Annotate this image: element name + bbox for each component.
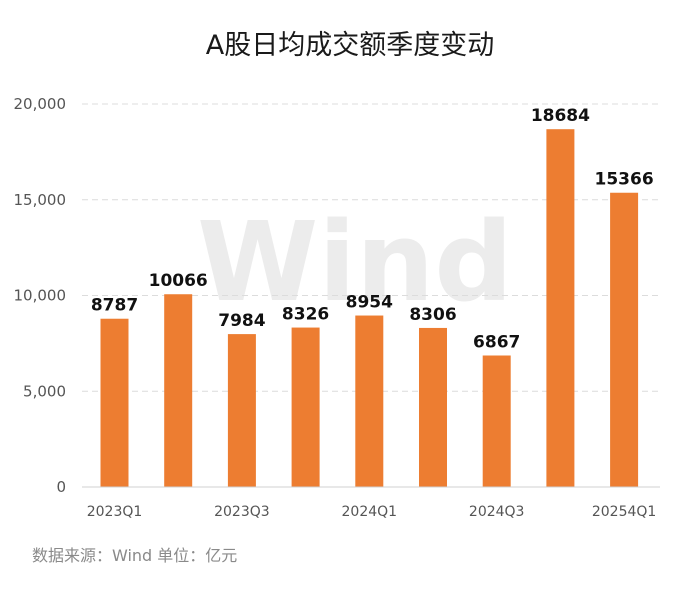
bar-2024Q1 xyxy=(355,315,384,487)
x-tick-label: 2024Q3 xyxy=(469,504,525,520)
x-tick-label: 2023Q1 xyxy=(87,504,143,520)
y-tick-label: 10,000 xyxy=(14,287,67,305)
source-note: 数据来源：Wind 单位：亿元 xyxy=(32,546,237,565)
bars xyxy=(100,129,639,488)
bar-2023Q4 xyxy=(291,327,320,487)
bar-2023Q1 xyxy=(100,318,129,487)
x-axis-ticks: 2023Q1 2023Q3 2024Q1 2024Q3 20254Q1 xyxy=(87,504,657,520)
x-tick-label: 2023Q3 xyxy=(214,504,270,520)
bar-2024Q4 xyxy=(546,129,575,487)
data-label: 8306 xyxy=(409,305,456,325)
bar-2024Q3 xyxy=(482,355,511,487)
data-label: 8787 xyxy=(91,296,138,316)
bar-2023Q3 xyxy=(227,334,256,487)
data-label: 15366 xyxy=(595,170,654,190)
y-tick-label: 20,000 xyxy=(14,95,67,113)
y-tick-label: 5,000 xyxy=(23,382,66,400)
data-label: 8954 xyxy=(346,293,393,313)
watermark: Wind xyxy=(197,198,513,326)
data-label: 6867 xyxy=(473,332,520,352)
bar-2025Q1 xyxy=(610,192,639,488)
y-axis-ticks: 0 5,000 10,000 15,000 20,000 xyxy=(14,95,67,496)
data-label: 7984 xyxy=(218,311,265,331)
bar-2023Q2 xyxy=(164,294,193,487)
chart-title: A股日均成交额季度变动 xyxy=(206,30,494,61)
data-labels: 8787 10066 7984 8326 8954 8306 6867 18684 15366 xyxy=(91,106,654,352)
data-label: 18684 xyxy=(531,106,590,126)
y-tick-label: 15,000 xyxy=(14,191,67,209)
x-tick-label: 2024Q1 xyxy=(342,504,398,520)
bar-2024Q2 xyxy=(419,327,447,487)
data-label: 10066 xyxy=(149,271,208,291)
data-label: 8326 xyxy=(282,305,329,325)
x-tick-label: 20254Q1 xyxy=(592,504,656,520)
y-tick-label: 0 xyxy=(56,478,66,496)
